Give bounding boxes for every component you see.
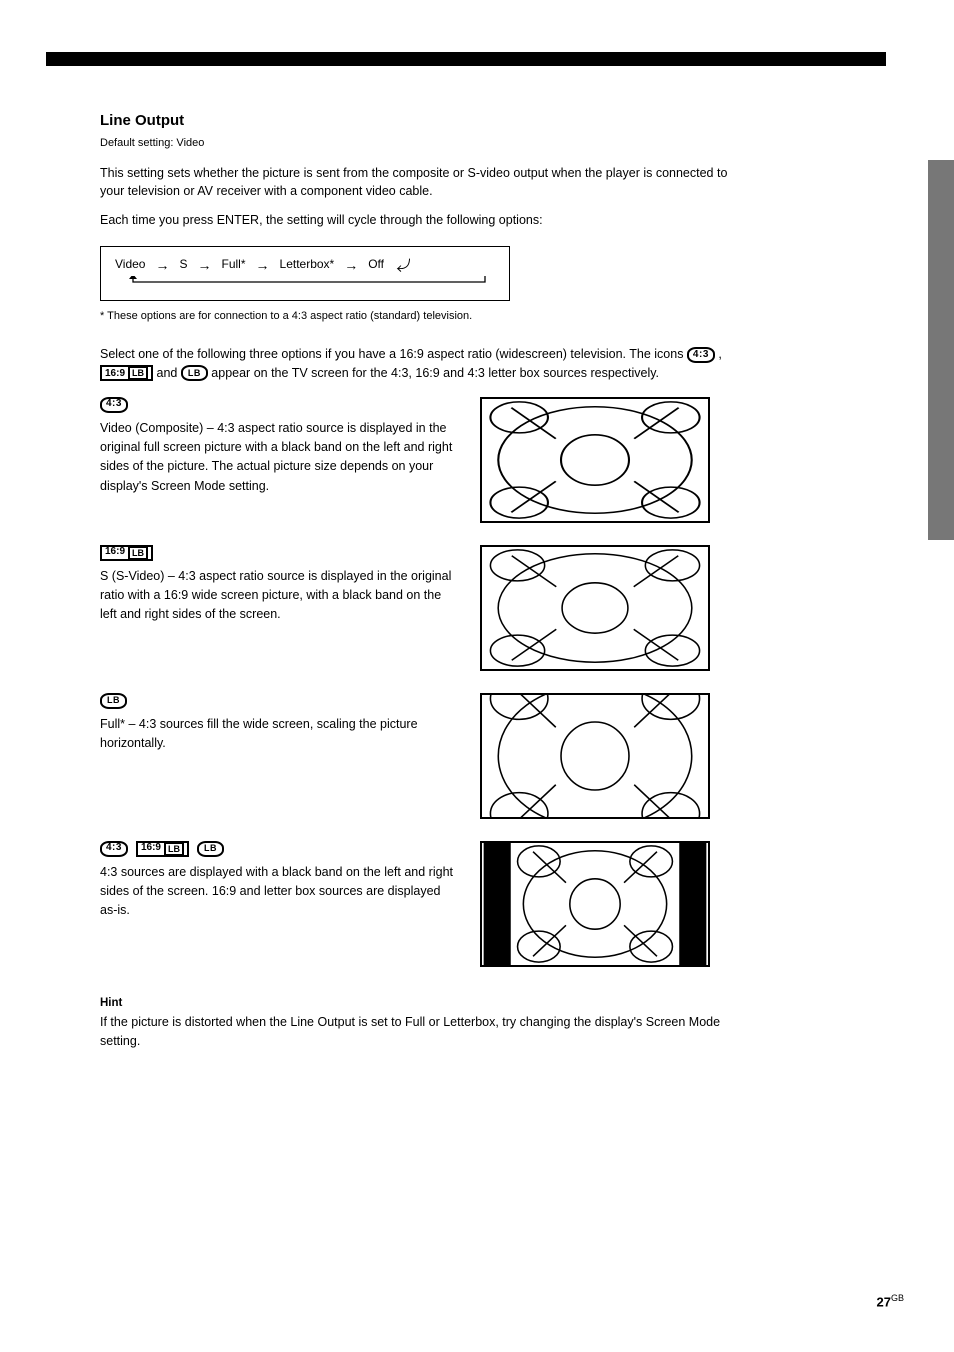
mode-screen: [480, 397, 740, 523]
mode-left: 4:3 16:9LB LB 4:3 sources are displayed …: [100, 841, 480, 921]
sequence-box: Video → S → Full* → Letterbox* → Off ⤵: [100, 246, 510, 301]
badge-169-text: 16:9: [105, 366, 125, 381]
mode-row: 4:3 16:9LB LB 4:3 sources are displayed …: [100, 841, 860, 967]
badge-169-icon: 16:9LB: [100, 545, 153, 561]
mode-label: Video (Composite) – 4:3 aspect ratio sou…: [100, 419, 460, 497]
badge-169-inner: LB: [128, 546, 148, 560]
mode-icons: 4:3: [100, 397, 460, 413]
sequence-row: Video → S → Full* → Letterbox* → Off ⤵: [115, 255, 495, 275]
badge-43-icon: 4:3: [687, 347, 715, 363]
badge-lb-icon: LB: [197, 841, 224, 857]
sequence-footnote: * These options are for connection to a …: [100, 309, 860, 325]
section-title: Line Output: [100, 110, 860, 132]
mode-icons: LB: [100, 693, 460, 709]
seq-item: Video: [115, 256, 145, 273]
screen-wide-icon: [480, 545, 710, 671]
seq-item: S: [179, 256, 187, 273]
mode-label: S (S-Video) – 4:3 aspect ratio source is…: [100, 567, 460, 625]
arrow-right-icon: →: [256, 255, 270, 275]
page-number: 27GB: [877, 1292, 904, 1312]
default-setting: Default setting: Video: [100, 136, 860, 152]
intro-paragraph-1: This setting sets whether the picture is…: [100, 164, 750, 202]
mode-left: LB Full* – 4:3 sources fill the wide scr…: [100, 693, 480, 754]
arrow-loop-icon: ⤵: [393, 258, 413, 272]
mode-screen: [480, 545, 740, 671]
arrow-right-icon: →: [344, 255, 358, 275]
mode-icons: 16:9LB: [100, 545, 460, 561]
hint-body: If the picture is distorted when the Lin…: [100, 1013, 760, 1051]
side-tab: [928, 160, 954, 540]
screen-stretched-icon: [480, 397, 710, 523]
arrow-right-icon: →: [155, 255, 169, 275]
badge-43-icon: 4:3: [100, 841, 128, 857]
arrow-right-icon: →: [198, 255, 212, 275]
badge-169-inner: LB: [164, 842, 184, 856]
mode-icons: 4:3 16:9LB LB: [100, 841, 460, 857]
modes-list: 4:3 Video (Composite) – 4:3 aspect ratio…: [100, 397, 860, 967]
top-black-bar: [46, 52, 886, 66]
seq-item: Off: [368, 256, 384, 273]
mode-left: 16:9LB S (S-Video) – 4:3 aspect ratio so…: [100, 545, 480, 625]
hint-title: Hint: [100, 995, 860, 1012]
screen-pillarbox-icon: [480, 841, 710, 967]
badge-169-icon: 16:9LB: [100, 365, 153, 381]
loopback-line-icon: [115, 276, 495, 288]
seq-item: Letterbox*: [280, 256, 335, 273]
mode-row: 4:3 Video (Composite) – 4:3 aspect ratio…: [100, 397, 860, 523]
badge-169-text: 16:9: [105, 545, 125, 560]
intro-paragraph-2: Each time you press ENTER, the setting w…: [100, 211, 750, 230]
mode-screen: [480, 841, 740, 967]
page-number-value: 27: [877, 1294, 891, 1309]
mode-label: 4:3 sources are displayed with a black b…: [100, 863, 460, 921]
page-number-suffix: GB: [891, 1293, 904, 1303]
mode-screen: [480, 693, 740, 819]
mode-label: Full* – 4:3 sources fill the wide screen…: [100, 715, 460, 754]
badge-169-inner: LB: [128, 366, 148, 380]
screen-zoom-icon: [480, 693, 710, 819]
mode-row: LB Full* – 4:3 sources fill the wide scr…: [100, 693, 860, 819]
seq-item: Full*: [222, 256, 246, 273]
badge-lb-icon: LB: [181, 365, 208, 381]
badge-169-text: 16:9: [141, 841, 161, 856]
badge-43-icon: 4:3: [100, 397, 128, 413]
page-content: Line Output Default setting: Video This …: [100, 110, 860, 1051]
options-intro: Select one of the following three option…: [100, 345, 750, 383]
badge-lb-icon: LB: [100, 693, 127, 709]
mode-row: 16:9LB S (S-Video) – 4:3 aspect ratio so…: [100, 545, 860, 671]
badge-169-icon: 16:9LB: [136, 841, 189, 857]
mode-left: 4:3 Video (Composite) – 4:3 aspect ratio…: [100, 397, 480, 497]
